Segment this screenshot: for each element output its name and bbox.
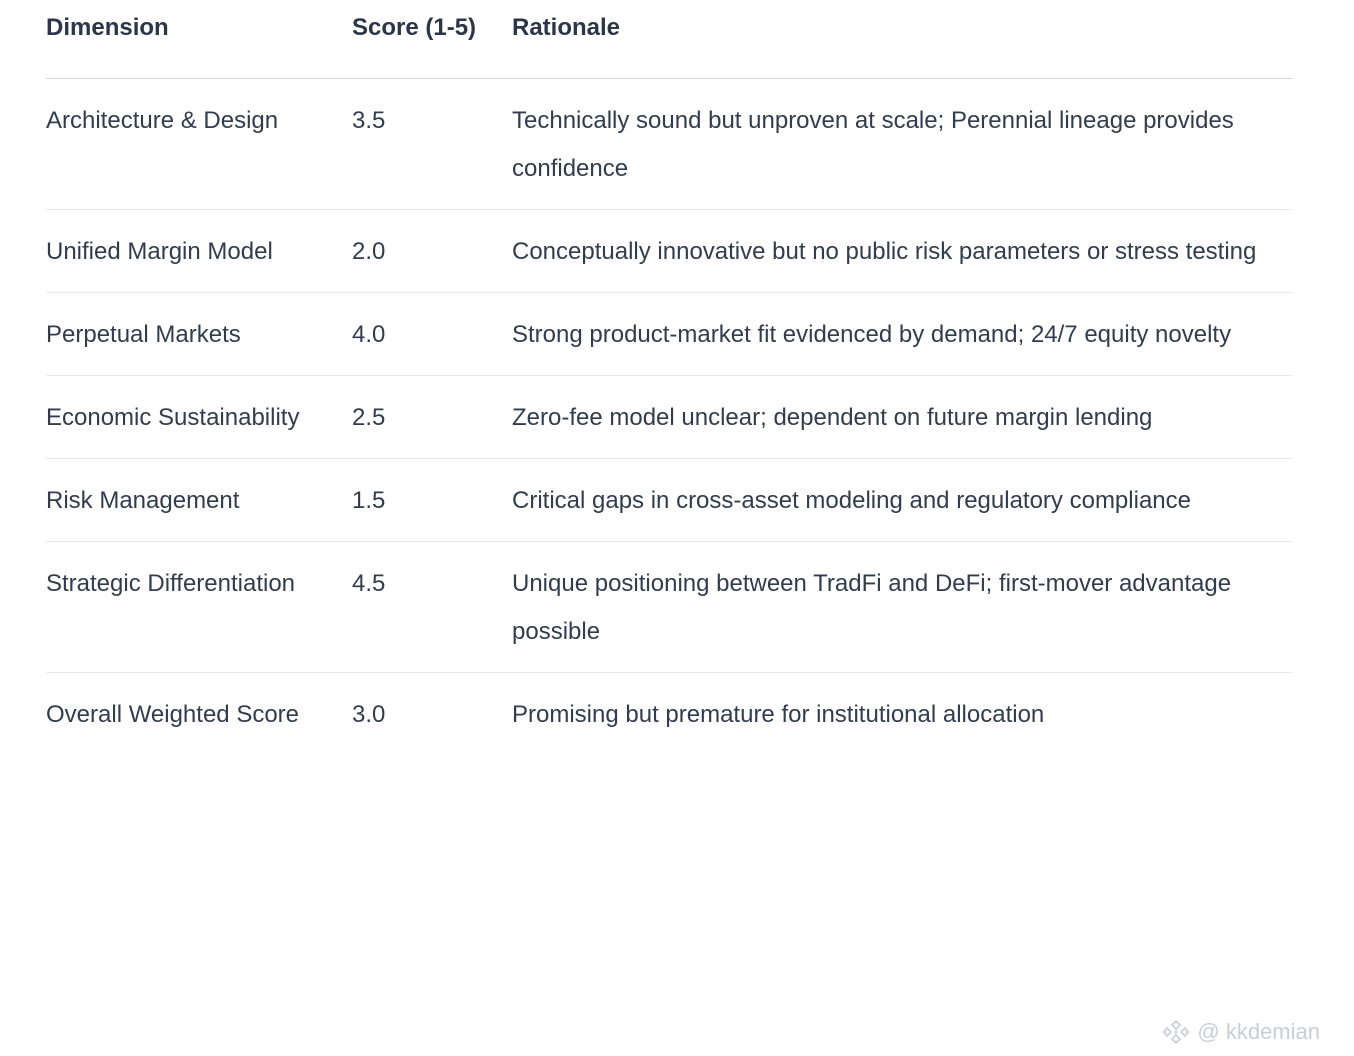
gem-diamond-icon	[1163, 1019, 1190, 1045]
rationale-cell: Technically sound but unproven at scale;…	[512, 78, 1292, 210]
rationale-cell: Zero-fee model unclear; dependent on fut…	[512, 375, 1292, 459]
table-row: Strategic Differentiation 4.5 Unique pos…	[46, 541, 1292, 673]
dimension-cell: Architecture & Design	[46, 78, 352, 210]
dimension-cell: Unified Margin Model	[46, 209, 352, 293]
dimension-cell: Overall Weighted Score	[46, 701, 300, 728]
rationale-cell: Unique positioning between TradFi and De…	[512, 541, 1292, 673]
score-table-container: Dimension Score (1-5) Rationale Architec…	[46, 0, 1292, 755]
dimension-cell: Strategic Differentiation	[46, 541, 352, 673]
table-row: Perpetual Markets 4.0 Strong product-mar…	[46, 292, 1292, 376]
score-cell: 3.5	[352, 78, 512, 210]
column-header-score: Score (1-5)	[352, 0, 512, 79]
dimension-score-table: Dimension Score (1-5) Rationale Architec…	[46, 0, 1292, 755]
table-row: Unified Margin Model 2.0 Conceptually in…	[46, 209, 1292, 293]
score-cell: 2.0	[352, 209, 512, 293]
table-row: Architecture & Design 3.5 Technically so…	[46, 78, 1292, 210]
watermark-handle: @ kkdemian	[1197, 1019, 1320, 1044]
table-row: Overall Weighted Score 3.0 Promising but…	[46, 673, 1292, 756]
dimension-cell: Economic Sustainability	[46, 375, 352, 459]
rationale-cell: Critical gaps in cross-asset modeling an…	[512, 458, 1292, 542]
column-header-rationale: Rationale	[512, 0, 1292, 79]
rationale-cell: Strong product-market fit evidenced by d…	[512, 292, 1292, 376]
table-body: Architecture & Design 3.5 Technically so…	[46, 78, 1292, 756]
dimension-cell: Perpetual Markets	[46, 292, 352, 376]
table-row: Economic Sustainability 2.5 Zero-fee mod…	[46, 375, 1292, 459]
watermark: @ kkdemian	[1163, 1018, 1320, 1046]
rationale-cell: Conceptually innovative but no public ri…	[512, 209, 1292, 293]
score-cell: 4.5	[352, 541, 512, 673]
column-header-dimension: Dimension	[46, 0, 352, 79]
table-row: Risk Management 1.5 Critical gaps in cro…	[46, 458, 1292, 542]
score-cell: 1.5	[352, 458, 512, 542]
dimension-cell: Risk Management	[46, 458, 352, 542]
score-cell: 3.0	[352, 701, 386, 728]
rationale-cell: Promising but premature for institutiona…	[512, 701, 1045, 728]
score-cell: 2.5	[352, 375, 512, 459]
header-row: Dimension Score (1-5) Rationale	[46, 0, 1292, 79]
table-header: Dimension Score (1-5) Rationale	[46, 0, 1292, 79]
score-cell: 4.0	[352, 292, 512, 376]
